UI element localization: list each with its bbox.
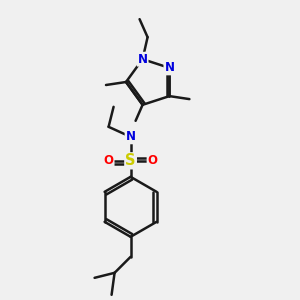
Text: N: N [164,61,174,74]
Text: O: O [148,154,158,167]
Text: N: N [138,53,148,66]
Text: N: N [126,130,136,143]
Text: O: O [103,154,114,167]
Text: S: S [125,153,136,168]
